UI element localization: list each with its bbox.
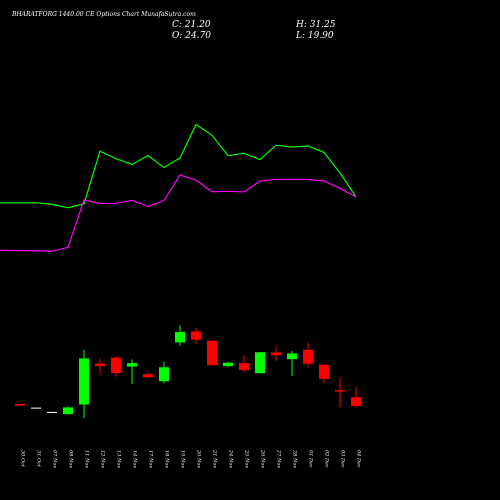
x-tick-label: 27 Nov (276, 449, 282, 468)
candles-layer (15, 325, 361, 419)
close-value: C: 21.20 (172, 20, 211, 30)
candle-body (223, 362, 233, 366)
candle-1 (15, 403, 25, 406)
x-tick-label: 28 Nov (292, 449, 298, 468)
candle-17 (271, 346, 281, 361)
candle-22 (351, 386, 361, 408)
open-value: O: 24.70 (172, 31, 211, 41)
x-tick-label: 13 Nov (116, 450, 122, 468)
x-tick-label: 26 Nov (260, 449, 266, 468)
candle-15 (239, 355, 249, 373)
candle-13 (207, 340, 217, 366)
candle-9 (143, 371, 153, 379)
candle-body (143, 374, 153, 378)
candle-body (207, 340, 217, 366)
high-value: H: 31.25 (295, 20, 336, 30)
bands-layer (0, 123, 357, 253)
x-tick-label: 18 Nov (164, 450, 170, 468)
candle-5 (79, 349, 89, 419)
candle-8 (127, 359, 137, 384)
candle-body (63, 407, 73, 414)
x-tick-label: 19 Nov (180, 450, 186, 468)
candle-14 (223, 361, 233, 368)
x-axis-ticks: 30 Oct 31 Oct 07 Nov 08 Nov 11 Nov 12 Nov 13 N… (20, 449, 362, 468)
candle-10 (159, 361, 169, 384)
candle-body (95, 363, 105, 366)
candle-21 (335, 378, 345, 407)
candle-4 (63, 406, 73, 415)
low-value: L: 19.90 (295, 31, 334, 41)
x-tick-label: 04 Dec (356, 450, 362, 468)
candle-19 (303, 342, 313, 367)
x-tick-label: 21 Nov (212, 449, 218, 468)
x-tick-label: 08 Nov (68, 450, 74, 468)
candle-body (255, 352, 265, 374)
candle-body (271, 352, 281, 356)
chart-title: BHARATFORG 1440.00 CE Options Chart Muna… (11, 11, 196, 18)
candle-16 (255, 351, 265, 374)
x-tick-label: 20 Nov (196, 449, 202, 468)
candle-3 (47, 411, 57, 413)
candle-body (239, 363, 249, 371)
upper-band-line (0, 123, 357, 209)
candle-body (79, 358, 89, 405)
candle-12 (191, 327, 201, 344)
x-tick-label: 01 Dec (308, 450, 314, 468)
x-tick-label: 14 Nov (132, 450, 138, 468)
x-tick-label: 17 Nov (148, 450, 154, 468)
candle-6 (95, 358, 105, 374)
lower-band-line (0, 174, 357, 253)
x-tick-label: 30 Oct (20, 450, 26, 468)
x-tick-label: 11 Nov (84, 450, 90, 468)
x-tick-label: 02 Dec (324, 450, 330, 468)
candle-body (191, 331, 201, 340)
candle-20 (319, 364, 329, 384)
x-tick-label: 03 Dec (340, 450, 346, 468)
candle-body (15, 403, 25, 406)
candle-body (47, 411, 57, 413)
candle-7 (111, 355, 121, 377)
candle-18 (287, 351, 297, 377)
candle-body (319, 364, 329, 379)
candle-body (31, 407, 41, 409)
x-tick-label: 31 Oct (36, 450, 42, 468)
candle-body (335, 390, 345, 392)
candle-body (111, 357, 121, 373)
x-tick-label: 24 Nov (228, 449, 234, 468)
candle-body (175, 331, 185, 343)
candle-body (127, 363, 137, 367)
candle-11 (175, 325, 185, 346)
candle-body (287, 353, 297, 360)
x-tick-label: 25 Nov (244, 449, 250, 468)
candle-body (351, 397, 361, 406)
candle-body (159, 367, 169, 382)
candle-body (303, 349, 313, 364)
x-tick-label: 07 Nov (52, 450, 58, 468)
x-tick-label: 12 Nov (100, 450, 106, 468)
candle-2 (31, 407, 41, 409)
